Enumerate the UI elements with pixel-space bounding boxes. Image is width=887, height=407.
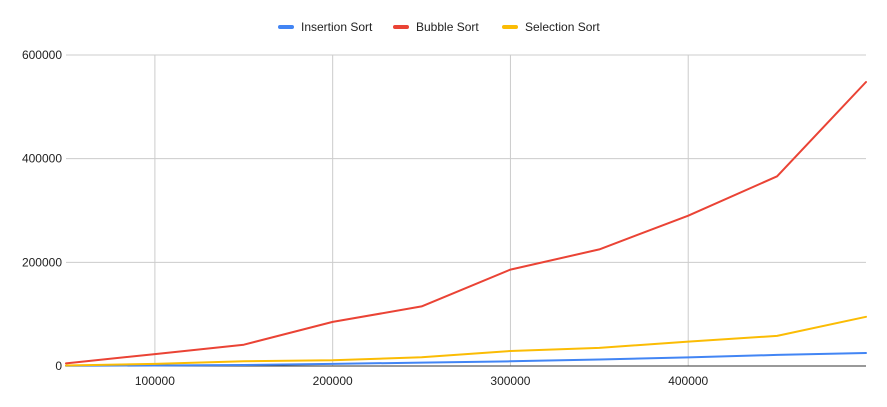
axes: 0 200000 400000 600000 100000 200000 300000 400… — [22, 48, 866, 388]
series-lines — [65, 81, 867, 367]
x-tick-label: 200000 — [313, 374, 353, 388]
x-tick-label: 400000 — [668, 374, 708, 388]
y-tick-label: 400000 — [22, 152, 62, 166]
legend-label: Insertion Sort — [301, 20, 373, 34]
y-tick-label: 0 — [55, 359, 62, 373]
y-tick-label: 200000 — [22, 255, 62, 269]
legend-label: Selection Sort — [525, 20, 600, 34]
grid — [66, 54, 866, 366]
legend-item: Bubble Sort — [393, 20, 479, 34]
legend: Insertion Sort Bubble Sort Selection Sort — [278, 20, 600, 34]
series-line-bubble-sort — [65, 81, 867, 365]
x-tick-label: 100000 — [135, 374, 175, 388]
legend-label: Bubble Sort — [416, 20, 479, 34]
legend-item: Selection Sort — [502, 20, 600, 34]
series-line-insertion-sort — [65, 352, 867, 367]
series-line-selection-sort — [65, 315, 867, 367]
legend-item: Insertion Sort — [278, 20, 373, 34]
x-tick-label: 300000 — [490, 374, 530, 388]
y-tick-label: 600000 — [22, 48, 62, 62]
